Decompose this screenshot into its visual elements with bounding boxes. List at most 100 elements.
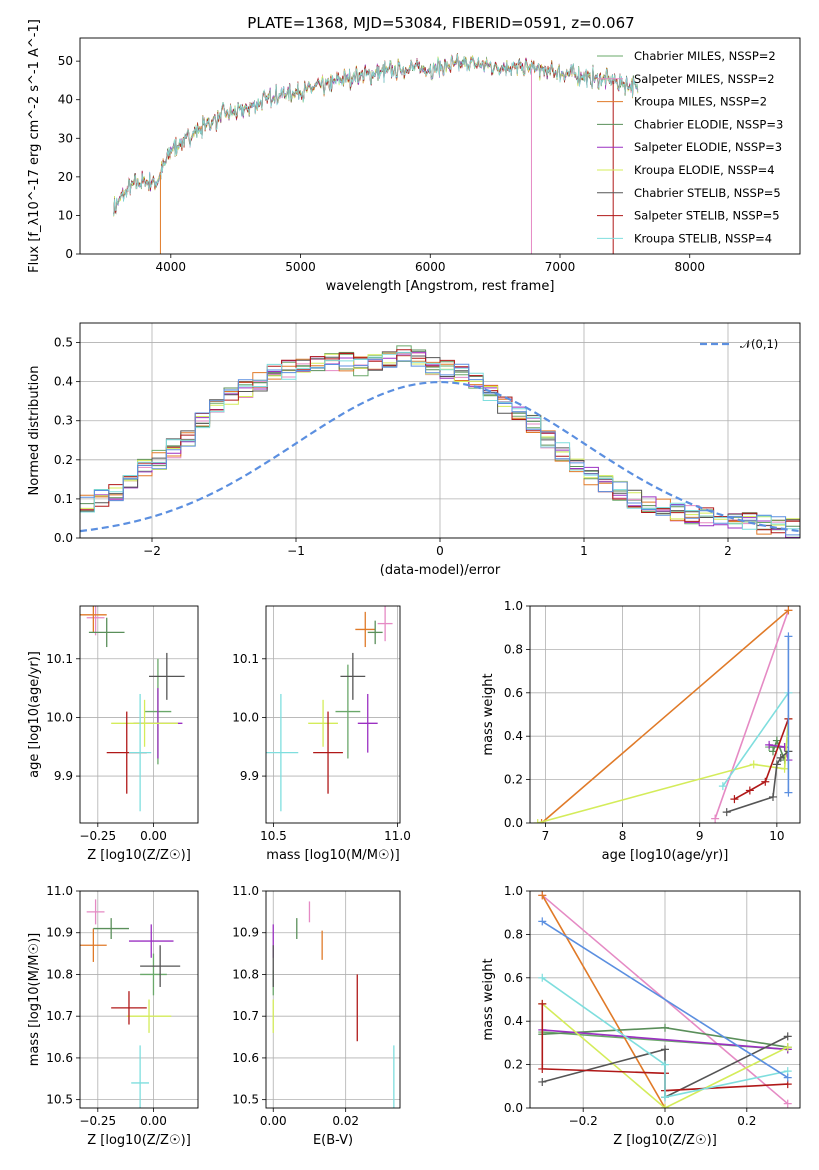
legend-label-6: Kroupa ELODIE, NSSP=4 [634, 163, 775, 177]
weight-line-9-marker [661, 1060, 669, 1069]
y-axis-label: mass weight [481, 673, 496, 755]
weight-line-3-marker [538, 891, 547, 900]
y-tick-label: 10.0 [46, 710, 73, 724]
x-tick-label: 8000 [674, 260, 705, 274]
y-tick-label: 0.0 [504, 1101, 523, 1115]
weight-line-3 [541, 609, 789, 823]
y-tick-label: 10 [58, 208, 73, 222]
axes-frame [529, 890, 801, 1109]
x-tick-label: 10 [769, 829, 784, 843]
weight-line-8-marker [761, 777, 770, 786]
weight-line-6-marker [533, 819, 542, 823]
axes-frame [529, 605, 801, 824]
x-axis-label: mass [log10(M/M☉)] [266, 848, 399, 863]
axes-frame [79, 605, 199, 824]
weight-line-9-marker [718, 782, 727, 791]
legend-label-4: Chabrier ELODIE, NSSP=3 [634, 117, 783, 131]
panel-weight_vs_Z: −0.2 0.0 0.2 0.0 0.2 0.4 0.6 0.8 1.0 Z [log10(Z/Z… [481, 884, 801, 1148]
y-axis-label: mass [log10(M/M☉)] [27, 933, 42, 1066]
x-axis-label: Z [log10(Z/Z☉)] [87, 1133, 191, 1148]
plot-area [530, 606, 800, 823]
weight-line-4-marker [661, 1023, 669, 1032]
weight-line-8-marker [730, 795, 739, 804]
weight-line-8-marker [538, 999, 547, 1008]
weight-line-blue-marker [538, 917, 547, 926]
panel-residuals: −2 −1 0 1 2 0.0 0.1 0.2 0.3 0.4 0.5 (data-model)/er… [27, 322, 801, 578]
axes-frame [79, 890, 199, 1109]
y-tick-label: 0.4 [504, 729, 523, 743]
weight-line-6 [537, 718, 790, 823]
y-tick-label: 11.0 [46, 884, 73, 898]
y-tick-label: 10.5 [232, 1093, 259, 1107]
y-tick-label: 0.0 [504, 816, 523, 830]
y-tick-label: 10.6 [46, 1051, 73, 1065]
weight-line-7-marker [772, 760, 781, 769]
weight-line-9-marker [538, 973, 547, 982]
y-tick-label: 0.0 [54, 531, 73, 545]
plot-area [113, 52, 639, 254]
x-tick-label: 7000 [545, 260, 576, 274]
y-tick-label: 10.8 [46, 967, 73, 981]
legend-label-1: Chabrier MILES, NSSP=2 [634, 49, 776, 63]
weight-line-blue-marker [783, 1073, 792, 1082]
x-tick-label: 8 [619, 829, 627, 843]
weight-line-3 [541, 894, 666, 1108]
y-tick-label: 10.7 [232, 1009, 259, 1023]
x-tick-label: −0.2 [569, 1114, 598, 1128]
y-tick-label: 0.6 [504, 686, 523, 700]
weight-line-2 [714, 610, 790, 819]
y-tick-label: 40 [58, 93, 73, 107]
x-tick-label: 10.5 [260, 829, 287, 843]
weight-line-7-marker [783, 1032, 792, 1041]
weight-line-9-marker [661, 1093, 669, 1102]
y-axis-label: Flux [f_λ10^-17 erg cm^-2 s^-1 A^-1] [27, 19, 42, 273]
y-tick-label: 0.8 [504, 927, 523, 941]
panel-spectrum: 4000 5000 6000 7000 8000 0 10 20 30 40 50 wavelengt… [27, 19, 801, 294]
weight-line-7-marker [661, 1045, 669, 1054]
weight-line-blue-marker [784, 632, 793, 641]
x-tick-label: −0.25 [79, 1114, 116, 1128]
y-axis-label: mass weight [481, 958, 496, 1040]
y-tick-label: 0.4 [54, 375, 73, 389]
y-tick-label: 20 [58, 170, 73, 184]
x-axis-label: age [log10(age/yr)] [602, 848, 729, 863]
y-axis-label: Normed distribution [27, 366, 42, 496]
weight-line-7-marker [538, 1077, 547, 1086]
spectrum-line-8 [113, 53, 639, 215]
x-tick-label: 0.00 [260, 1114, 287, 1128]
x-tick-label: 0.00 [140, 1114, 167, 1128]
histogram-series-10 [80, 358, 800, 536]
x-tick-label: −0.25 [79, 829, 116, 843]
y-tick-label: 0.8 [504, 642, 523, 656]
weight-line-6-marker [783, 1043, 792, 1052]
weight-line-3-marker [537, 819, 546, 823]
y-tick-label: 0.2 [54, 453, 73, 467]
weight-line-4-marker [772, 736, 781, 745]
plot-area [266, 891, 400, 1108]
y-tick-label: 10.8 [232, 967, 259, 981]
weight-line-blue [541, 920, 789, 1079]
x-tick-label: −2 [143, 544, 161, 558]
x-tick-label: 6000 [415, 260, 446, 274]
y-tick-label: 1.0 [504, 884, 523, 898]
weight-line-2-marker [711, 814, 720, 823]
histogram-series-4 [80, 349, 800, 530]
x-axis-label: Z [log10(Z/Z☉)] [87, 848, 191, 863]
weight-line-3-marker [784, 606, 793, 615]
axes-frame [79, 322, 801, 539]
y-tick-label: 10.5 [46, 1093, 73, 1107]
y-tick-label: 50 [58, 54, 73, 68]
histogram-series-9 [80, 351, 800, 537]
legend-label-3: Kroupa MILES, NSSP=2 [634, 95, 767, 109]
weight-line-6-marker [661, 1104, 669, 1108]
axes-frame [265, 605, 401, 824]
weight-line-6 [541, 1003, 789, 1108]
x-tick-label: 11.0 [384, 829, 411, 843]
y-tick-label: 0.5 [54, 336, 73, 350]
y-tick-label: 11.0 [232, 884, 259, 898]
weight-line-2-marker [783, 1099, 792, 1108]
y-tick-label: 9.9 [54, 769, 73, 783]
x-tick-label: 1 [580, 544, 588, 558]
spectrum-line-9 [113, 53, 639, 217]
legend-label-9: Kroupa STELIB, NSSP=4 [634, 231, 772, 245]
